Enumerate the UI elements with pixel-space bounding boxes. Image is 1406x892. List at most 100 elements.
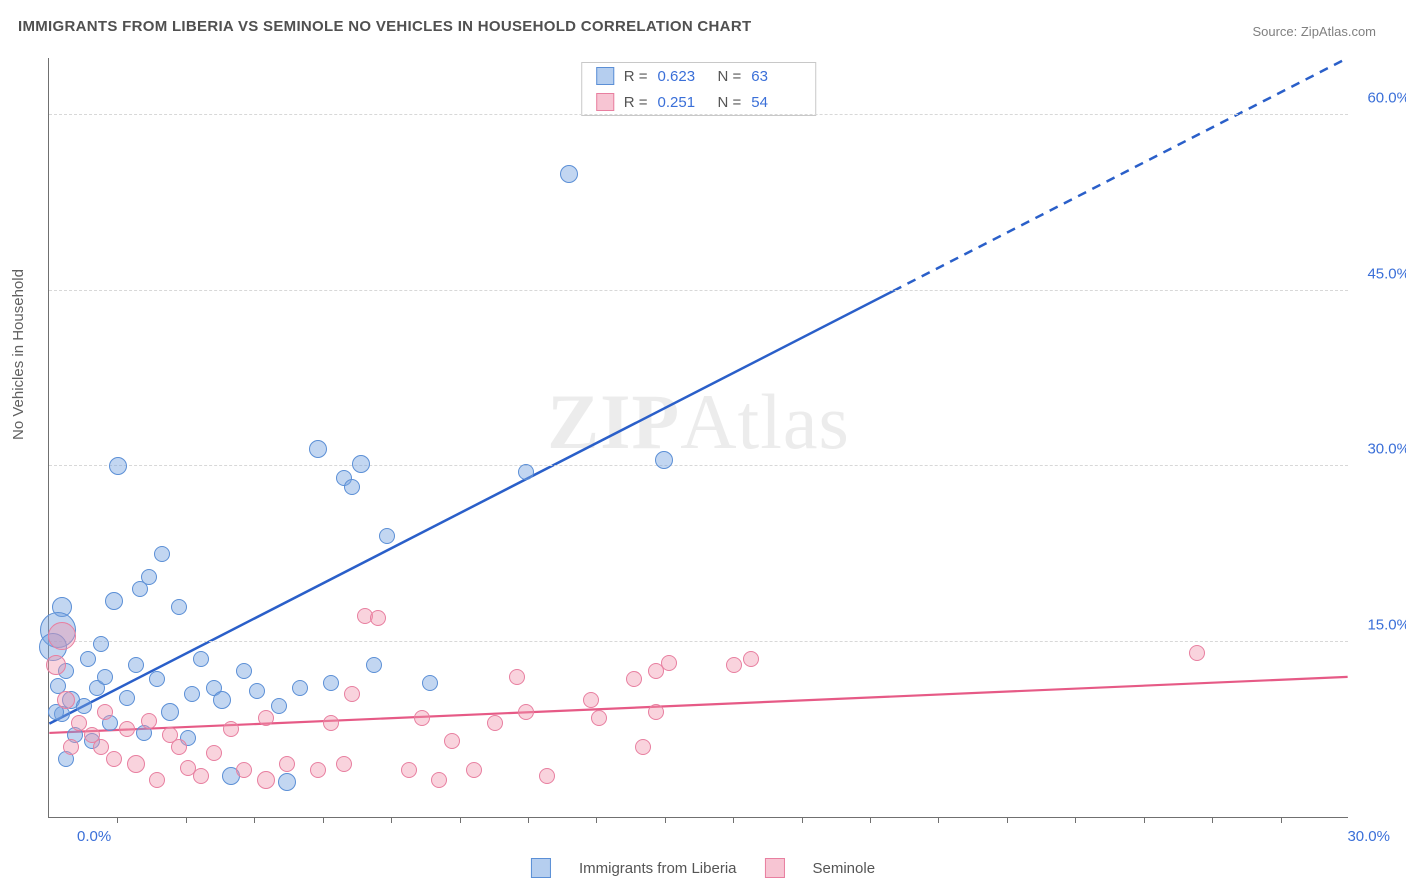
data-point-seminole: [344, 686, 360, 702]
data-point-liberia: [76, 698, 92, 714]
x-tick-mark: [1212, 817, 1213, 823]
data-point-seminole: [661, 655, 677, 671]
x-tick-mark: [1075, 817, 1076, 823]
data-point-seminole: [539, 768, 555, 784]
data-point-liberia: [249, 683, 265, 699]
data-point-seminole: [336, 756, 352, 772]
stats-n-value: 54: [751, 94, 801, 111]
stats-r-label: R =: [624, 94, 648, 111]
source-label: Source: ZipAtlas.com: [1252, 24, 1376, 39]
data-point-seminole: [63, 739, 79, 755]
data-point-seminole: [97, 704, 113, 720]
data-point-seminole: [48, 622, 76, 650]
x-tick-max: 30.0%: [1347, 828, 1390, 845]
x-tick-mark: [323, 817, 324, 823]
stats-r-value: 0.251: [658, 94, 708, 111]
x-tick-mark: [665, 817, 666, 823]
data-point-liberia: [323, 675, 339, 691]
stats-r-value: 0.623: [658, 68, 708, 85]
data-point-liberia: [366, 657, 382, 673]
data-point-seminole: [119, 721, 135, 737]
data-point-liberia: [236, 663, 252, 679]
stats-r-label: R =: [624, 68, 648, 85]
data-point-liberia: [213, 691, 231, 709]
data-point-seminole: [509, 669, 525, 685]
data-point-seminole: [57, 691, 75, 709]
data-point-seminole: [1189, 645, 1205, 661]
data-point-seminole: [257, 771, 275, 789]
data-point-seminole: [106, 751, 122, 767]
data-point-seminole: [518, 704, 534, 720]
data-point-seminole: [141, 713, 157, 729]
data-point-seminole: [258, 710, 274, 726]
data-point-seminole: [206, 745, 222, 761]
y-axis-label: No Vehicles in Household: [10, 269, 27, 440]
plot-area: ZIPAtlas R = 0.623 N = 63 R = 0.251 N = …: [48, 58, 1348, 818]
data-point-liberia: [292, 680, 308, 696]
gridline-h: [49, 465, 1348, 466]
x-tick-mark: [528, 817, 529, 823]
x-tick-mark: [802, 817, 803, 823]
data-point-liberia: [171, 599, 187, 615]
data-point-liberia: [149, 671, 165, 687]
y-tick-label: 60.0%: [1367, 90, 1406, 107]
legend-label-liberia: Immigrants from Liberia: [579, 860, 737, 877]
gridline-h: [49, 290, 1348, 291]
stats-n-value: 63: [751, 68, 801, 85]
stats-row-seminole: R = 0.251 N = 54: [582, 89, 816, 115]
data-point-seminole: [310, 762, 326, 778]
data-point-liberia: [655, 451, 673, 469]
data-point-liberia: [193, 651, 209, 667]
data-point-liberia: [379, 528, 395, 544]
x-tick-mark: [733, 817, 734, 823]
x-tick-mark: [1144, 817, 1145, 823]
data-point-seminole: [635, 739, 651, 755]
data-point-seminole: [414, 710, 430, 726]
data-point-seminole: [46, 655, 66, 675]
legend-swatch-pink-icon: [765, 858, 785, 878]
data-point-seminole: [626, 671, 642, 687]
data-point-seminole: [127, 755, 145, 773]
data-point-liberia: [128, 657, 144, 673]
x-tick-mark: [254, 817, 255, 823]
x-tick-mark: [870, 817, 871, 823]
data-point-seminole: [431, 772, 447, 788]
watermark: ZIPAtlas: [547, 377, 850, 467]
data-point-liberia: [344, 479, 360, 495]
bottom-legend: Immigrants from Liberia Seminole: [531, 858, 875, 878]
x-tick-mark: [186, 817, 187, 823]
swatch-pink-icon: [596, 93, 614, 111]
x-tick-mark: [460, 817, 461, 823]
data-point-seminole: [487, 715, 503, 731]
x-tick-mark: [391, 817, 392, 823]
chart-title: IMMIGRANTS FROM LIBERIA VS SEMINOLE NO V…: [18, 18, 751, 35]
data-point-seminole: [323, 715, 339, 731]
data-point-seminole: [466, 762, 482, 778]
data-point-liberia: [141, 569, 157, 585]
data-point-liberia: [109, 457, 127, 475]
data-point-seminole: [370, 610, 386, 626]
x-tick-origin: 0.0%: [77, 828, 111, 845]
data-point-seminole: [223, 721, 239, 737]
data-point-liberia: [154, 546, 170, 562]
stats-n-label: N =: [718, 94, 742, 111]
data-point-liberia: [93, 636, 109, 652]
data-point-seminole: [648, 704, 664, 720]
y-tick-label: 30.0%: [1367, 441, 1406, 458]
stats-row-liberia: R = 0.623 N = 63: [582, 63, 816, 89]
data-point-liberia: [560, 165, 578, 183]
gridline-h: [49, 641, 1348, 642]
data-point-seminole: [743, 651, 759, 667]
data-point-seminole: [236, 762, 252, 778]
legend-label-seminole: Seminole: [813, 860, 876, 877]
y-tick-label: 15.0%: [1367, 616, 1406, 633]
stats-box: R = 0.623 N = 63 R = 0.251 N = 54: [581, 62, 817, 116]
x-tick-mark: [117, 817, 118, 823]
stats-n-label: N =: [718, 68, 742, 85]
x-tick-mark: [1281, 817, 1282, 823]
data-point-seminole: [193, 768, 209, 784]
data-point-liberia: [184, 686, 200, 702]
gridline-h: [49, 114, 1348, 115]
data-point-liberia: [278, 773, 296, 791]
x-tick-mark: [938, 817, 939, 823]
